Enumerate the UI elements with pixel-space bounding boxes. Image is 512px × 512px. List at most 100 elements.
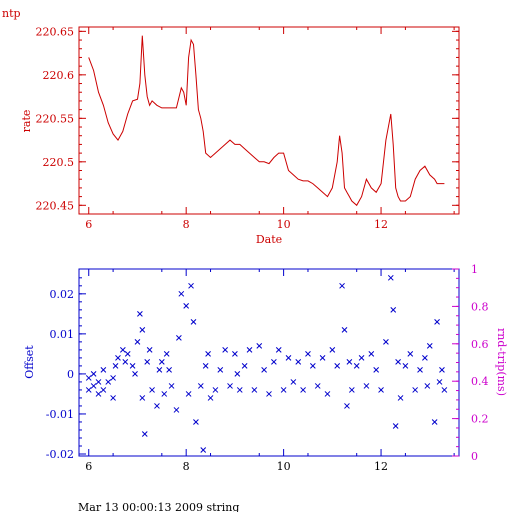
offset-point	[256, 343, 263, 349]
offset-point	[300, 387, 306, 393]
rate-ticks	[79, 27, 459, 214]
offset-point	[241, 363, 248, 369]
offset-point	[100, 387, 107, 393]
offset-point	[178, 290, 185, 297]
rate-y-tick-label: 220.65	[36, 25, 75, 38]
offset-point	[266, 391, 272, 397]
offset-point	[261, 367, 267, 373]
offset-point	[436, 379, 443, 385]
offset-point	[346, 359, 353, 365]
offset-point	[154, 403, 160, 409]
offset-point	[156, 367, 163, 373]
offset-point	[383, 339, 389, 345]
footer-timestamp: Mar 13 00:00:13 2009 string	[78, 501, 239, 512]
offset-point	[112, 363, 119, 369]
offset-point	[137, 310, 143, 317]
offset-point	[95, 391, 102, 397]
offset-point	[295, 359, 302, 365]
offset-point	[344, 403, 350, 409]
offset-point	[275, 347, 282, 353]
offset-chart: 6 8 10 12 -0.02 -0.01 0 0.01 0.02 0 0.2 0.4 0.6 0.8…	[23, 263, 508, 473]
offset-point	[373, 367, 380, 373]
offset-point	[271, 359, 277, 365]
offset-point	[422, 355, 428, 361]
offset-point	[132, 371, 138, 377]
offset-point	[163, 351, 170, 357]
offset-point	[407, 351, 414, 357]
offset-point	[139, 395, 146, 401]
rtt-y-tick-label: 1	[471, 263, 478, 276]
offset-point	[205, 351, 211, 357]
offset-point	[176, 335, 182, 341]
offset-point	[139, 327, 146, 333]
offset-point	[129, 363, 136, 369]
offset-y-tick-labels: -0.02 -0.01 0 0.01 0.02	[46, 288, 74, 461]
offset-point	[329, 347, 336, 353]
offset-point	[85, 387, 92, 393]
offset-point	[390, 306, 397, 313]
rate-y-tick-label: 220.5	[43, 156, 75, 169]
rtt-y-axis-label: rnd-trip(ms)	[495, 328, 508, 396]
offset-point	[212, 387, 219, 393]
offset-point	[144, 359, 151, 365]
offset-x-tick-label: 8	[183, 460, 190, 473]
offset-y-tick-label: 0.01	[50, 328, 75, 341]
offset-point	[417, 367, 423, 373]
offset-point	[146, 347, 153, 353]
offset-point	[188, 282, 194, 289]
offset-point	[161, 391, 168, 397]
rate-x-tick-label: 10	[277, 218, 291, 231]
offset-point	[197, 383, 204, 389]
offset-point	[314, 383, 321, 389]
offset-point	[105, 379, 112, 385]
offset-point	[378, 387, 384, 393]
rtt-y-tick-label: 0.2	[471, 413, 489, 426]
offset-point	[251, 387, 258, 393]
rtt-y-tick-label: 0.6	[471, 338, 489, 351]
offset-point	[158, 359, 165, 365]
offset-point	[424, 383, 431, 389]
offset-y-tick-label: 0.02	[50, 288, 75, 301]
offset-ticks	[79, 268, 459, 457]
offset-point	[141, 431, 148, 437]
offset-point	[222, 347, 229, 353]
offset-point	[234, 371, 241, 377]
offset-plot-frame	[78, 268, 460, 457]
offset-x-tick-label: 10	[277, 460, 291, 473]
offset-point	[431, 419, 438, 425]
offset-y-axis-label: Offset	[23, 345, 36, 379]
rate-chart: 6 8 10 12 220.45 220.5 220.55 220.6 220.65 Date…	[20, 25, 460, 246]
offset-point	[353, 363, 360, 369]
offset-point	[200, 447, 207, 453]
offset-y-tick-label: -0.01	[46, 408, 74, 421]
offset-point	[324, 391, 331, 397]
rtt-y-tick-labels: 0 0.2 0.4 0.6 0.8 1	[471, 263, 489, 463]
offset-point	[246, 347, 253, 353]
offset-point	[190, 319, 197, 325]
offset-point	[122, 359, 129, 365]
offset-point	[363, 383, 370, 389]
rtt-y-tick-label: 0.8	[471, 300, 489, 313]
offset-point	[305, 351, 311, 357]
offset-point	[348, 387, 355, 393]
offset-point	[227, 383, 233, 389]
rtt-y-tick-label: 0.4	[471, 375, 489, 388]
offset-points	[85, 274, 448, 453]
offset-point	[426, 343, 433, 349]
page-label: ntp	[2, 7, 21, 20]
rate-plot-frame	[78, 26, 460, 215]
offset-point	[395, 359, 401, 365]
offset-point	[402, 363, 409, 369]
offset-point	[334, 363, 341, 369]
offset-point	[115, 355, 121, 361]
offset-point	[207, 395, 214, 401]
offset-point	[387, 274, 394, 281]
rate-y-tick-label: 220.45	[36, 199, 75, 212]
offset-point	[149, 387, 155, 393]
offset-point	[119, 347, 126, 353]
offset-point	[285, 355, 292, 361]
offset-point	[202, 363, 209, 369]
offset-point	[412, 387, 419, 393]
offset-point	[95, 379, 102, 385]
